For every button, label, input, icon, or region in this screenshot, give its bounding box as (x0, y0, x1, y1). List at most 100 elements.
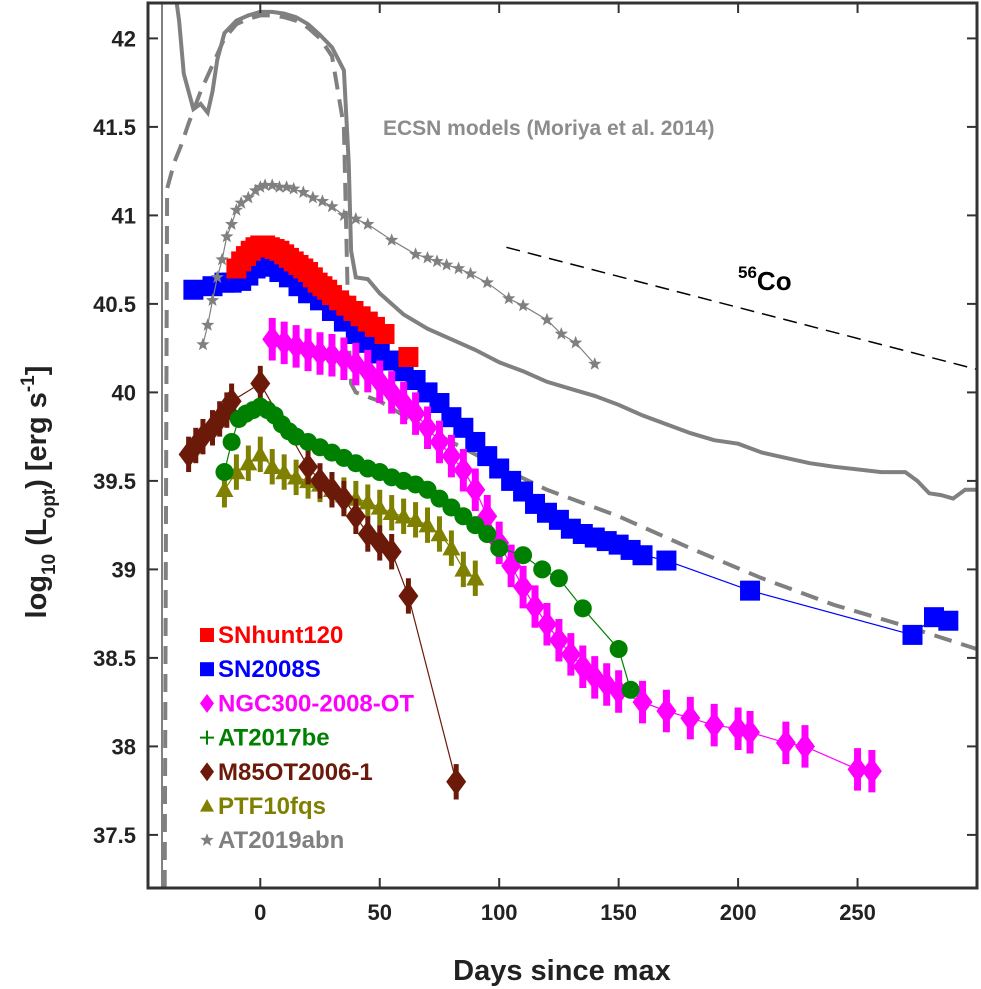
point-ngc300-2008-ot-14 (429, 428, 450, 456)
legend-marker-ngc300-2008-ot (200, 693, 214, 713)
point-at2019abn-32 (502, 291, 516, 305)
point-at2019abn-13 (265, 178, 279, 191)
point-ptf10fqs-18 (430, 525, 449, 542)
point-at2019abn-31 (480, 275, 494, 289)
legend-item-snhunt120: SNhunt120 (200, 622, 343, 649)
point-at2019abn-18 (306, 190, 320, 204)
point-ngc300-2008-ot-31 (656, 697, 677, 725)
point-ngc300-2008-ot-13 (417, 414, 438, 442)
point-ptf10fqs-4 (263, 457, 282, 474)
point-at2019abn-33 (516, 298, 530, 312)
y-tick-label-0: 37.5 (93, 823, 136, 848)
point-ptf10fqs-6 (287, 468, 306, 485)
point-ngc300-2008-ot-23 (536, 610, 557, 638)
point-m85ot2006-1-12 (345, 502, 366, 530)
point-at2019abn-4 (215, 252, 229, 266)
legend-item-m85ot2006-1: M85OT2006-1 (200, 759, 373, 786)
legend-label-sn2008s: SN2008S (218, 656, 321, 683)
point-at2019abn-16 (287, 181, 301, 195)
y-tick-label-5: 40 (112, 380, 136, 405)
legend-item-ngc300-2008-ot: NGC300-2008-OT (200, 690, 414, 717)
point-at2019abn-12 (258, 178, 272, 191)
x-tick-label-2: 100 (481, 900, 518, 925)
series-at2019abn (196, 178, 602, 370)
point-m85ot2006-1-6 (221, 387, 242, 415)
point-at2019abn-17 (296, 185, 310, 199)
point-ngc300-2008-ot-21 (513, 573, 534, 601)
point-ngc300-2008-ot-37 (794, 732, 815, 760)
co-text: Co (757, 266, 792, 296)
point-ngc300-2008-ot-4 (310, 339, 331, 367)
point-ptf10fqs-12 (358, 493, 377, 510)
point-at2019abn-9 (241, 190, 255, 204)
point-ptf10fqs-2 (239, 454, 258, 471)
point-ngc300-2008-ot-33 (704, 711, 725, 739)
x-tick-label-0: 0 (254, 900, 266, 925)
legend-item-ptf10fqs: PTF10fqs (200, 793, 326, 820)
point-ngc300-2008-ot-12 (405, 400, 426, 428)
point-ptf10fqs-20 (454, 560, 473, 577)
x-tick-label-3: 150 (600, 900, 637, 925)
model-line-56co-decay (506, 246, 977, 371)
point-at2019abn-0 (196, 337, 210, 351)
point-ngc300-2008-ot-36 (775, 729, 796, 757)
point-m85ot2006-1-15 (381, 538, 402, 566)
point-at2019abn-10 (248, 183, 263, 197)
point-ngc300-2008-ot-22 (525, 593, 546, 621)
point-at2019abn-26 (420, 250, 435, 264)
point-ngc300-2008-ot-15 (441, 442, 462, 470)
legend-item-at2017be: AT2017be (200, 725, 330, 752)
point-ptf10fqs-3 (251, 445, 270, 462)
plot-frame (146, 1, 979, 890)
point-at2017be-31 (573, 599, 592, 618)
point-ptf10fqs-0 (215, 480, 234, 497)
point-ngc300-2008-ot-25 (560, 640, 581, 668)
point-at2019abn-35 (554, 327, 568, 340)
point-sn2008s-44 (902, 624, 923, 645)
point-ngc300-2008-ot-16 (453, 456, 474, 484)
point-at2017be-28 (514, 546, 533, 565)
point-ptf10fqs-16 (406, 510, 425, 528)
point-sn2008s-0 (183, 279, 204, 300)
point-ptf10fqs-19 (442, 539, 461, 556)
point-ptf10fqs-5 (275, 463, 294, 480)
y-tick-label-6: 40.5 (93, 292, 136, 317)
model-label: ECSN models (Moriya et al. 2014) (383, 117, 714, 140)
legend-item-at2019abn: AT2019abn (200, 827, 344, 854)
y-tick-label-4: 39.5 (93, 469, 136, 494)
point-at2019abn-3 (210, 270, 224, 283)
point-at2019abn-28 (440, 258, 454, 271)
x-tick-label-5: 250 (839, 900, 876, 925)
point-ptf10fqs-13 (370, 498, 389, 515)
point-m85ot2006-1-7 (250, 370, 271, 398)
point-sn2008s-42 (656, 550, 677, 571)
model-line-ecsn-model-dashed (162, 13, 977, 888)
point-at2019abn-37 (588, 357, 602, 370)
point-at2019abn-27 (430, 254, 444, 268)
series-m85ot2006-1 (178, 365, 467, 800)
series-at2017be (215, 397, 640, 699)
series-snhunt120 (226, 235, 419, 367)
point-at2019abn-30 (463, 266, 478, 280)
point-ptf10fqs-15 (394, 507, 413, 524)
point-at2019abn-1 (201, 318, 215, 331)
point-at2017be-27 (490, 539, 509, 558)
y-tick-label-7: 41 (112, 203, 136, 228)
point-at2019abn-34 (540, 312, 554, 326)
point-at2017be-1 (222, 432, 241, 451)
point-at2019abn-2 (205, 293, 220, 306)
point-at2019abn-15 (279, 180, 294, 193)
point-at2019abn-8 (234, 196, 248, 209)
legend-marker-snhunt120 (200, 628, 214, 642)
point-ngc300-2008-ot-35 (740, 718, 761, 746)
co-superscript: 56 (738, 263, 757, 282)
y-tick-label-1: 38 (112, 734, 136, 759)
point-at2019abn-36 (569, 335, 583, 349)
y-tick-label-8: 41.5 (93, 115, 136, 140)
y-tick-label-2: 38.5 (93, 646, 136, 671)
series-sn2008s (183, 254, 959, 645)
legend: SNhunt120 SN2008S NGC300-2008-OT AT2017be M8… (200, 622, 414, 854)
legend-item-sn2008s: SN2008S (200, 656, 321, 683)
point-at2017be-0 (215, 463, 234, 482)
